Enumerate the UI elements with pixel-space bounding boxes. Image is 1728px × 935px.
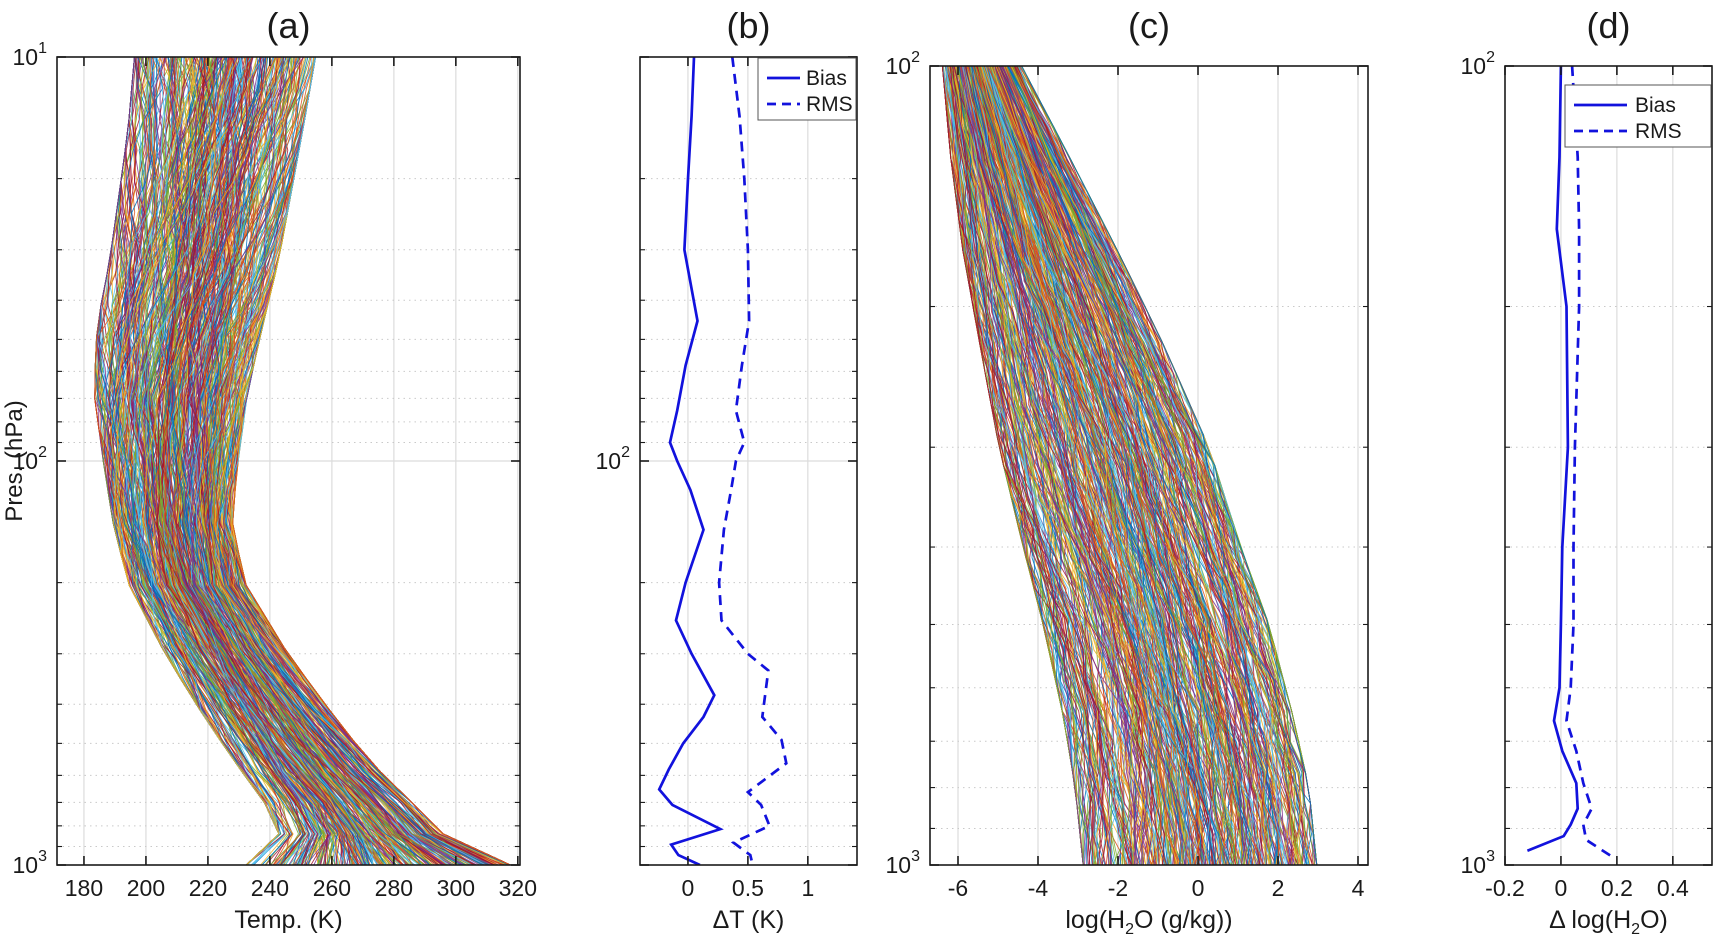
bias-line-d xyxy=(1526,66,1580,853)
x-tick-label-c-5: 4 xyxy=(1352,875,1365,901)
y-tick-label-c-10e2: 102 xyxy=(886,49,921,79)
x-tick-label-c-4: 2 xyxy=(1272,875,1285,901)
x-tick-label-b-2: 1 xyxy=(801,875,814,901)
panel-title-c: (c) xyxy=(1128,5,1170,46)
profiles-c xyxy=(941,66,1318,865)
x-tick-label-c-3: 0 xyxy=(1192,875,1205,901)
plot-box-c xyxy=(929,65,1369,866)
x-axis-label-d: Δ log(H2O) xyxy=(1549,906,1668,935)
ticks-c xyxy=(930,65,1368,866)
legend-label-rms-d: RMS xyxy=(1635,120,1682,143)
x-tick-label-d-0: -0.2 xyxy=(1485,875,1525,901)
ticks-a xyxy=(57,56,520,866)
panel-b: 0 0.5 1 102 (b) ΔT (K) Bias RMS xyxy=(596,5,858,934)
panel-d: -0.2 0 0.2 0.4 102 103 (d) Δ log(H2O) Bias RMS xyxy=(1461,5,1713,935)
x-tick-label-a-3: 240 xyxy=(251,875,289,901)
x-tick-label-d-1: 0 xyxy=(1555,875,1568,901)
plot-box-d xyxy=(1504,65,1713,866)
x-tick-label-b-0: 0 xyxy=(682,875,695,901)
y-tick-label-a-10e2: 102 xyxy=(13,444,48,474)
y-tick-label-a-10e3: 103 xyxy=(13,848,48,878)
legend-b: Bias RMS xyxy=(757,57,857,121)
legend-d: Bias RMS xyxy=(1564,84,1712,148)
ticks-d xyxy=(1504,65,1712,866)
y-tick-label-d-10e2: 102 xyxy=(1461,49,1496,79)
x-tick-label-b-1: 0.5 xyxy=(732,875,764,901)
x-tick-label-a-0: 180 xyxy=(65,875,103,901)
rms-line-b xyxy=(717,57,788,865)
panel-title-b: (b) xyxy=(727,5,771,46)
x-tick-label-d-2: 0.2 xyxy=(1601,875,1633,901)
legend-label-bias-d: Bias xyxy=(1635,94,1676,117)
x-tick-label-c-0: -6 xyxy=(948,875,968,901)
panel-a: 180 200 220 240 260 280 300 320 101 102 103 (a) Temp… xyxy=(1,5,537,934)
profiles-a xyxy=(94,57,511,865)
y-axis-label: Pres. (hPa) xyxy=(1,400,28,521)
bias-line-b xyxy=(657,57,724,865)
x-tick-label-a-4: 260 xyxy=(313,875,351,901)
y-tick-label-d-10e3: 103 xyxy=(1461,848,1496,878)
grid-d xyxy=(1505,66,1712,865)
y-tick-label-c-10e3: 103 xyxy=(886,848,921,878)
y-tick-label-b-10e2: 102 xyxy=(596,444,631,474)
legend-label-bias-b: Bias xyxy=(806,67,847,90)
x-tick-label-a-6: 300 xyxy=(437,875,475,901)
x-axis-label-b: ΔT (K) xyxy=(713,906,785,934)
rms-line-d xyxy=(1565,66,1613,858)
x-tick-label-a-2: 220 xyxy=(189,875,227,901)
x-tick-label-a-7: 320 xyxy=(499,875,537,901)
panel-c: -6 -4 -2 0 2 4 102 103 (c) log(H2O (g/kg)) xyxy=(886,5,1369,935)
x-tick-label-a-1: 200 xyxy=(127,875,165,901)
legend-label-rms-b: RMS xyxy=(806,93,853,116)
panel-title-d: (d) xyxy=(1587,5,1631,46)
x-axis-label-a: Temp. (K) xyxy=(234,906,342,934)
series-b xyxy=(657,57,788,865)
x-tick-label-a-5: 280 xyxy=(375,875,413,901)
x-tick-label-c-1: -4 xyxy=(1028,875,1049,901)
x-axis-label-c: log(H2O (g/kg)) xyxy=(1065,906,1232,935)
panel-title-a: (a) xyxy=(267,5,311,46)
x-tick-label-d-3: 0.4 xyxy=(1657,875,1689,901)
series-d xyxy=(1526,66,1613,858)
grid-b xyxy=(640,57,857,865)
x-tick-label-c-2: -2 xyxy=(1108,875,1128,901)
y-tick-label-a-10e1: 101 xyxy=(13,40,48,70)
